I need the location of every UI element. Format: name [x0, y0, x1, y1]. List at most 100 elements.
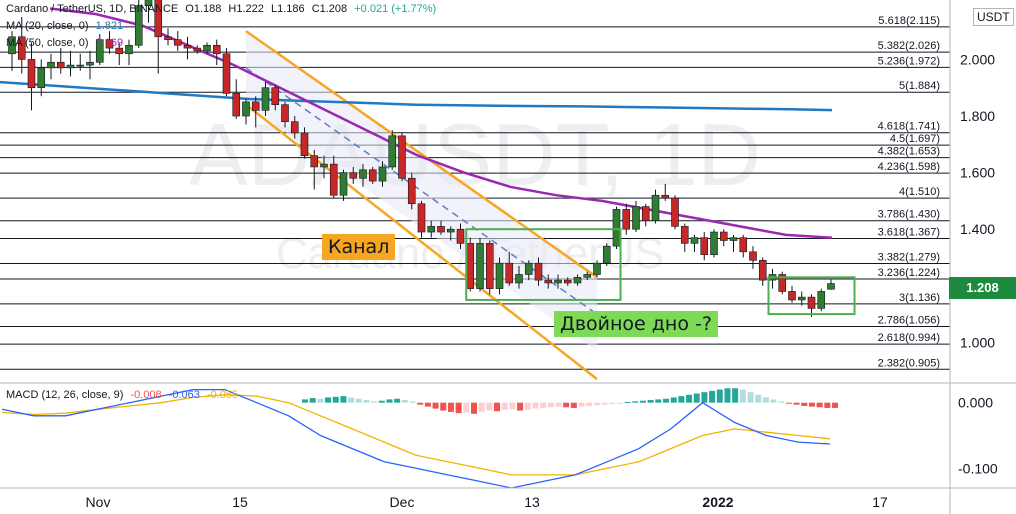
macd-histogram-bar — [509, 402, 516, 410]
macd-histogram-bar — [655, 399, 662, 403]
macd-histogram-bar — [632, 401, 639, 403]
candle-body — [349, 172, 358, 179]
candle-body — [719, 231, 728, 241]
fib-level-label: 3.382(1.279) — [878, 251, 940, 263]
price-tick-label: 1.000 — [960, 334, 995, 350]
candle-body — [563, 279, 572, 284]
macd-histogram-bar — [616, 402, 623, 404]
candle-body — [515, 274, 523, 284]
double-bottom-box-2 — [767, 276, 856, 316]
fib-level-label: 5.382(2.026) — [878, 40, 940, 52]
macd-histogram-bar — [378, 400, 385, 403]
candle-body — [476, 243, 484, 289]
candle-body — [788, 291, 796, 301]
double-bottom-annotation[interactable]: Двойное дно -? — [554, 311, 718, 337]
macd-histogram-bar — [401, 400, 408, 403]
channel-upper-line — [245, 30, 598, 279]
macd-histogram-bar — [501, 402, 508, 410]
macd-histogram-bar — [532, 402, 539, 409]
candle-body — [86, 61, 94, 66]
macd-histogram-bar — [832, 402, 838, 408]
candle-body — [710, 231, 718, 255]
fib-level-label: 2.618(0.994) — [878, 332, 940, 344]
candle-body — [817, 291, 826, 309]
candle-body — [407, 177, 416, 205]
macd-histogram-bar — [647, 400, 654, 403]
candle-body — [456, 228, 465, 244]
candle-body — [261, 87, 270, 111]
candle-body — [593, 262, 601, 275]
candle-body — [544, 279, 553, 284]
macd-signal-line — [1, 394, 831, 476]
ma20-line — [0, 80, 833, 112]
candle-body — [271, 87, 280, 105]
candle-body — [27, 59, 36, 89]
macd-histogram-bar — [716, 389, 723, 403]
price-tick-label: 2.000 — [960, 51, 995, 67]
candle-body — [632, 206, 640, 230]
macd-histogram-bar — [440, 402, 447, 411]
candle-body — [378, 166, 387, 182]
candle-body — [495, 262, 504, 289]
macd-histogram-bar — [678, 396, 685, 403]
candle-body — [232, 93, 241, 117]
macd-legend[interactable]: MACD (12, 26, close, 9) -0.008 -0.063 -0… — [6, 389, 238, 401]
candle-body — [300, 132, 309, 156]
symbol-title[interactable]: Cardano / TetherUS, 1D, BINANCE — [6, 3, 179, 15]
double-bottom-boxes[interactable] — [465, 228, 856, 316]
macd-histogram-bar — [486, 402, 493, 411]
candle-body — [427, 226, 436, 233]
candle-body — [778, 274, 787, 292]
macd-histogram-bar — [639, 400, 646, 403]
macd-histogram-bar — [586, 402, 593, 406]
macd-histogram-bar — [463, 402, 470, 413]
candle-body — [729, 237, 738, 241]
time-tick-label: 13 — [524, 494, 540, 510]
candle-body — [66, 64, 75, 69]
macd-histogram-bar — [570, 402, 577, 408]
macd-histogram-bar — [478, 402, 485, 412]
ma20-value: 1.821 — [95, 20, 124, 32]
price-tick-label: 1.400 — [960, 221, 995, 237]
ma50-legend[interactable]: MA (50, close, 0) 2.169 — [6, 37, 123, 49]
fib-level-label: 4.236(1.598) — [878, 161, 940, 173]
macd-histogram-bar — [724, 388, 731, 403]
macd-line-value: -0.063 — [168, 389, 200, 401]
candle-body — [320, 163, 328, 168]
macd-histogram-bar — [739, 389, 746, 403]
fib-level-label: 5.236(1.972) — [878, 55, 940, 67]
candle-body — [417, 203, 426, 233]
ma20-label: MA (20, close, 0) — [6, 20, 89, 32]
candle-body — [388, 135, 397, 168]
fib-level-label: 3.786(1.430) — [878, 209, 940, 221]
candle-body — [242, 101, 250, 117]
fib-level-label: 3.236(1.224) — [878, 267, 940, 279]
macd-histogram-bar — [770, 399, 777, 403]
macd-histogram-bar — [302, 399, 308, 403]
macd-histogram-bar — [663, 398, 670, 403]
macd-histogram-bar — [593, 402, 600, 406]
candle-body — [505, 262, 514, 284]
channel-annotation[interactable]: Канал — [322, 234, 396, 260]
time-tick-label: 2022 — [702, 494, 733, 510]
candle-body — [95, 39, 104, 63]
macd-histogram-bar — [693, 393, 700, 403]
macd-line — [1, 388, 831, 489]
low-value: L1.186 — [270, 3, 305, 15]
candle-body — [534, 262, 543, 281]
fib-level-label: 4.5(1.697) — [890, 133, 940, 145]
candle-body — [437, 226, 445, 233]
ma50-value: 2.169 — [95, 37, 124, 49]
fib-level-label: 5(1.884) — [899, 80, 940, 92]
candle-body — [680, 226, 689, 244]
price-tick-label: 1.600 — [960, 165, 995, 181]
macd-histogram-bar — [762, 397, 769, 403]
ma20-legend[interactable]: MA (20, close, 0) 1.821 — [6, 20, 123, 32]
fib-level-label: 5.618(2.115) — [878, 15, 940, 27]
macd-histogram-bar — [670, 397, 677, 403]
currency-label[interactable]: USDT — [973, 8, 1014, 26]
close-value: C1.208 — [311, 3, 348, 15]
high-value: H1.222 — [228, 3, 264, 15]
